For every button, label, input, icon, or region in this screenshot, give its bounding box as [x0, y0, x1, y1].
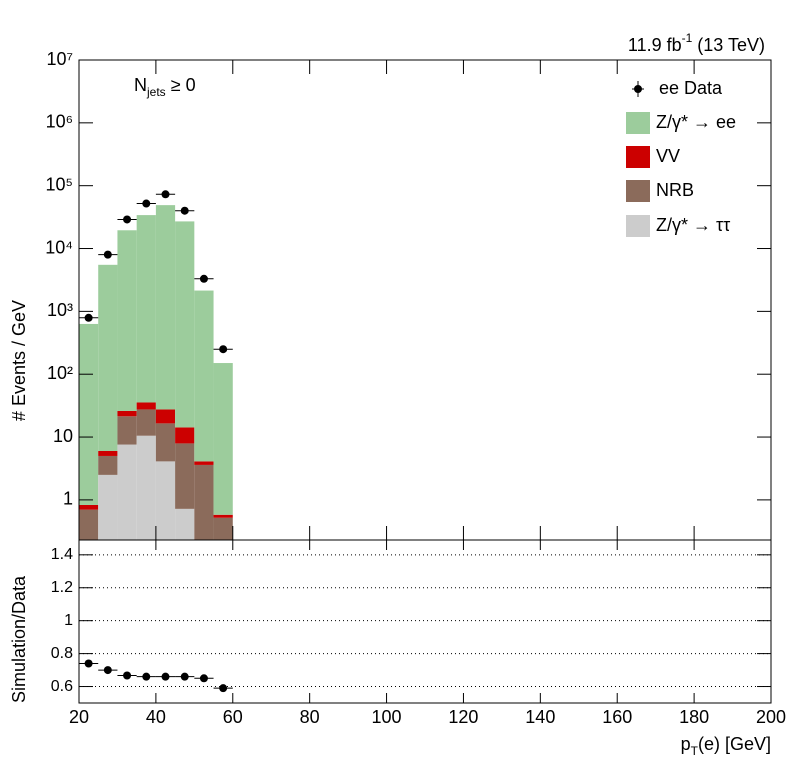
y-tick-label: 1 — [64, 612, 73, 629]
bar-segment — [117, 230, 137, 411]
x-tick-label: 160 — [602, 707, 632, 727]
ratio-point — [103, 666, 112, 675]
y-tick-label: 1.4 — [51, 546, 73, 563]
ratio-point — [123, 671, 132, 680]
ratio-point — [161, 672, 170, 681]
data-point — [161, 190, 170, 199]
y-axis-label: # Events / GeV — [9, 300, 29, 421]
y-tick-label: 10⁵ — [46, 174, 73, 194]
lumi-text: 11.9 fb — [628, 35, 682, 55]
ratio-point — [142, 672, 151, 681]
legend-swatch — [626, 180, 650, 202]
x-tick-label: 100 — [372, 707, 402, 727]
bar-segment — [136, 409, 156, 436]
lumi-text: (13 TeV) — [692, 35, 765, 55]
y-tick-label: 10⁶ — [46, 112, 73, 132]
y-tick-label: 10² — [47, 363, 73, 383]
ratio-point — [199, 674, 208, 683]
data-point — [142, 199, 151, 208]
bar-segment — [213, 514, 233, 518]
y-tick-label: 0.8 — [51, 645, 73, 662]
x-tick-label: 60 — [223, 707, 243, 727]
data-point — [103, 250, 112, 259]
bar-segment — [98, 450, 118, 456]
bar-segment — [175, 427, 195, 444]
y-tick-label: 10⁷ — [46, 49, 73, 69]
bar-segment — [98, 474, 118, 540]
data-point — [219, 345, 228, 354]
data-point — [84, 313, 93, 322]
bar-segment — [98, 455, 118, 475]
x-tick-label: 120 — [448, 707, 478, 727]
stack-area — [79, 205, 233, 563]
legend-label: Z/γ* → ee — [656, 112, 736, 132]
x-axis-label: pT(e) [GeV] — [681, 734, 771, 758]
bar-segment — [175, 443, 195, 509]
bar-segment — [175, 221, 195, 428]
y-tick-label: 10 — [53, 426, 73, 446]
bar-segment — [155, 409, 176, 424]
bar-segment — [98, 264, 118, 451]
annotation-text: ≥ 0 — [166, 75, 196, 95]
bar-segment — [79, 504, 99, 510]
legend-swatch — [626, 146, 650, 168]
bar-segment — [194, 464, 214, 540]
bar-segment — [214, 550, 233, 563]
ratio-point — [219, 684, 228, 693]
y-tick-label: 10³ — [47, 300, 73, 320]
y-tick-label: 10⁴ — [45, 237, 73, 257]
data-point — [180, 206, 189, 215]
annotation-sub: jets — [146, 85, 166, 99]
bar-segment — [155, 205, 176, 410]
x-tick-label: 20 — [69, 707, 89, 727]
bar-segment — [213, 363, 233, 515]
legend-label: VV — [656, 146, 680, 166]
bar-segment — [194, 461, 214, 465]
legend-label: ee Data — [659, 78, 723, 98]
y-tick-label: 0.6 — [51, 678, 73, 695]
bar-segment — [175, 508, 195, 540]
legend-swatch — [626, 112, 650, 134]
data-point — [123, 215, 132, 224]
bar-segment — [117, 416, 137, 445]
ratio-point — [84, 659, 93, 668]
legend-swatch — [626, 215, 650, 237]
ratio-y-axis-label: Simulation/Data — [9, 575, 29, 703]
x-tick-label: 80 — [300, 707, 320, 727]
y-tick-label: 1 — [63, 489, 73, 509]
legend-marker — [634, 85, 642, 93]
bar-segment — [79, 509, 99, 540]
annotation: Njets ≥ 0 — [134, 75, 196, 99]
bar-segment — [194, 550, 213, 563]
legend-label: NRB — [656, 180, 694, 200]
ratio-frame — [78, 539, 772, 704]
x-label-text: (e) [GeV] — [698, 734, 771, 754]
x-label-sub: T — [691, 744, 699, 758]
legend-label: Z/γ* → ττ — [656, 215, 730, 235]
x-tick-label: 140 — [525, 707, 555, 727]
bar-segment — [155, 461, 176, 540]
bar-segment — [194, 290, 214, 462]
lumi-label: 11.9 fb-1 (13 TeV) — [628, 31, 765, 55]
x-label-text: p — [681, 734, 691, 754]
x-tick-label: 40 — [146, 707, 166, 727]
ratio-point — [180, 672, 189, 681]
bar-segment — [136, 402, 156, 410]
bar-segment — [117, 410, 137, 417]
bar-segment — [136, 435, 156, 540]
annotation-text: N — [134, 75, 147, 95]
lumi-sup: -1 — [682, 31, 693, 45]
y-tick-label: 1.2 — [51, 579, 73, 596]
bar-segment — [117, 444, 137, 540]
x-tick-label: 200 — [756, 707, 786, 727]
bar-segment — [213, 517, 233, 540]
data-point — [199, 274, 208, 283]
bar-segment — [79, 550, 98, 563]
bar-segment — [155, 423, 176, 462]
bar-segment — [136, 215, 156, 403]
x-tick-label: 180 — [679, 707, 709, 727]
bar-segment — [79, 323, 99, 505]
